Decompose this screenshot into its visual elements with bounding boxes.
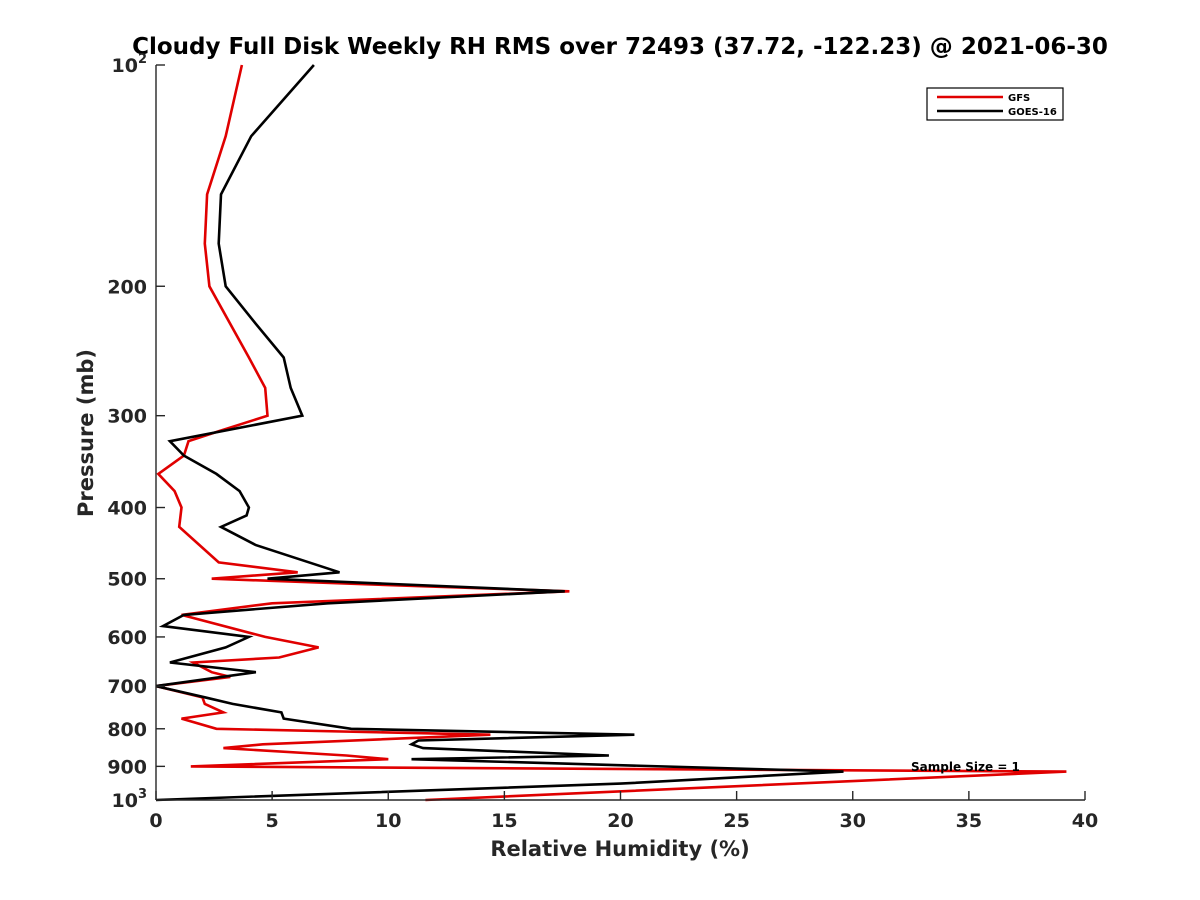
legend-label-gfs: GFS: [1008, 93, 1030, 104]
y-tick-label-900: 900: [107, 756, 147, 778]
y-tick-label-500: 500: [107, 569, 147, 591]
legend-label-goes-16: GOES-16: [1008, 107, 1057, 118]
chart-title: Cloudy Full Disk Weekly RH RMS over 7249…: [132, 34, 1108, 60]
x-tick-label-10: 10: [375, 810, 401, 832]
y-tick-label-600: 600: [107, 627, 147, 649]
axes-background: [156, 65, 1085, 800]
x-tick-label-30: 30: [840, 810, 866, 832]
x-tick-label-5: 5: [266, 810, 279, 832]
x-tick-label-25: 25: [723, 810, 749, 832]
y-tick-label-400: 400: [107, 498, 147, 520]
x-tick-label-0: 0: [149, 810, 162, 832]
series-layer: [155, 64, 1067, 802]
y-tick-label-300: 300: [107, 406, 147, 428]
y-tick-label-100: 102: [112, 52, 148, 77]
series-line-gfs: [155, 64, 1067, 802]
sample-size-annotation: Sample Size = 1: [911, 760, 1020, 774]
x-tick-label-20: 20: [607, 810, 633, 832]
series-line-goes-16: [155, 64, 844, 802]
x-tick-label-15: 15: [491, 810, 517, 832]
x-axis-label: Relative Humidity (%): [490, 837, 749, 861]
plot-area: 0 5 10 15 20 25 30 35 40 102 200 300 400 500 600 700 80…: [107, 52, 1098, 832]
legend-box: [926, 87, 1064, 121]
x-tick-label-40: 40: [1072, 810, 1098, 832]
x-ticks: 0 5 10 15 20 25 30 35 40: [149, 791, 1098, 832]
y-tick-label-700: 700: [107, 676, 147, 698]
y-ticks: 102 200 300 400 500 600 700 800 900 103: [107, 52, 165, 812]
y-axis-label: Pressure (mb): [74, 349, 98, 517]
y-tick-label-800: 800: [107, 719, 147, 741]
legend: GFS GOES-16: [926, 87, 1064, 121]
x-tick-label-35: 35: [956, 810, 982, 832]
y-tick-label-200: 200: [107, 276, 147, 298]
y-tick-label-1000: 103: [112, 787, 148, 812]
